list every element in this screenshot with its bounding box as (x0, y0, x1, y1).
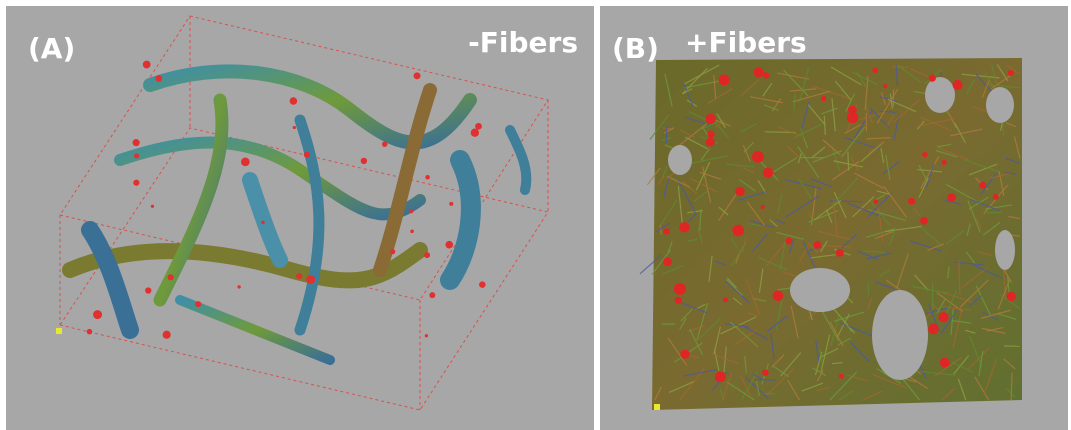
origin-marker (56, 328, 62, 334)
red-spot (93, 310, 102, 319)
panel-title: +Fibers (685, 26, 807, 59)
red-spot (761, 205, 765, 209)
panel-title: -Fibers (468, 26, 578, 59)
red-spot (424, 252, 430, 258)
red-spot (261, 221, 265, 225)
red-spot (979, 182, 986, 189)
red-spot (763, 72, 769, 78)
red-spot (706, 138, 715, 147)
red-spot (836, 249, 844, 257)
panel-label: (B) (612, 32, 659, 65)
red-spot (679, 222, 689, 232)
red-spot (87, 329, 93, 335)
red-spot (296, 273, 302, 279)
red-spot (762, 369, 769, 376)
red-spot (663, 228, 669, 234)
red-spot (928, 324, 939, 335)
red-spot (839, 374, 844, 379)
red-spot (707, 130, 714, 137)
red-spot (145, 287, 151, 293)
red-spot (151, 205, 154, 208)
red-spot (939, 312, 949, 322)
red-spot (1008, 70, 1014, 76)
red-spot (715, 372, 726, 383)
panel-a-bg (6, 6, 594, 430)
red-spot (732, 225, 744, 237)
red-spot (293, 126, 296, 129)
red-spot (675, 297, 682, 304)
red-spot (429, 292, 435, 298)
red-spot (674, 283, 686, 295)
red-spot (133, 180, 139, 186)
red-spot (953, 80, 963, 90)
red-spot (821, 96, 826, 101)
red-spot (425, 175, 429, 179)
red-spot (947, 193, 956, 202)
red-spot (445, 241, 453, 249)
red-spot (922, 152, 927, 157)
origin-marker (654, 404, 660, 410)
red-spot (872, 68, 877, 73)
red-spot (133, 139, 140, 146)
red-spot (304, 152, 310, 158)
red-spot (813, 241, 821, 249)
red-spot (929, 75, 936, 82)
red-spot (290, 97, 298, 105)
red-spot (410, 210, 414, 214)
red-spot (390, 249, 395, 254)
red-spot (763, 167, 773, 177)
red-spot (773, 290, 784, 301)
red-spot (237, 285, 240, 288)
red-spot (908, 198, 915, 205)
red-spot (168, 274, 174, 280)
red-spot (735, 187, 744, 196)
red-spot (471, 129, 479, 137)
figure: (A) -Fibers (B) +Fibers (0, 0, 1071, 430)
red-spot (143, 61, 151, 69)
red-spot (449, 202, 453, 206)
red-spot (719, 74, 730, 85)
red-spot (785, 238, 792, 245)
red-spot (874, 199, 879, 204)
red-spot (940, 358, 950, 368)
red-spot (706, 114, 716, 124)
red-spot (410, 230, 414, 234)
red-spot (723, 297, 728, 302)
panel-label: (A) (28, 32, 75, 65)
red-spot (134, 153, 139, 158)
red-spot (195, 301, 201, 307)
red-spot (163, 331, 171, 339)
red-spot (680, 350, 689, 359)
red-spot (754, 67, 764, 77)
red-spot (479, 281, 486, 288)
red-spot (241, 157, 250, 166)
fiber (848, 152, 849, 170)
red-spot (306, 275, 315, 284)
red-spot (425, 334, 428, 337)
red-spot (883, 84, 887, 88)
red-spot (993, 194, 999, 200)
red-spot (382, 141, 387, 146)
red-spot (155, 75, 162, 82)
red-spot (847, 112, 858, 123)
red-spot (361, 158, 367, 164)
red-spot (663, 257, 672, 266)
red-spot (942, 160, 947, 165)
red-spot (414, 72, 421, 79)
red-spot (752, 151, 764, 163)
red-spot (475, 123, 482, 130)
red-spot (1006, 292, 1016, 302)
page: (A) -Fibers (B) +Fibers (() => { const d… (0, 0, 1071, 430)
red-spot (920, 217, 928, 225)
